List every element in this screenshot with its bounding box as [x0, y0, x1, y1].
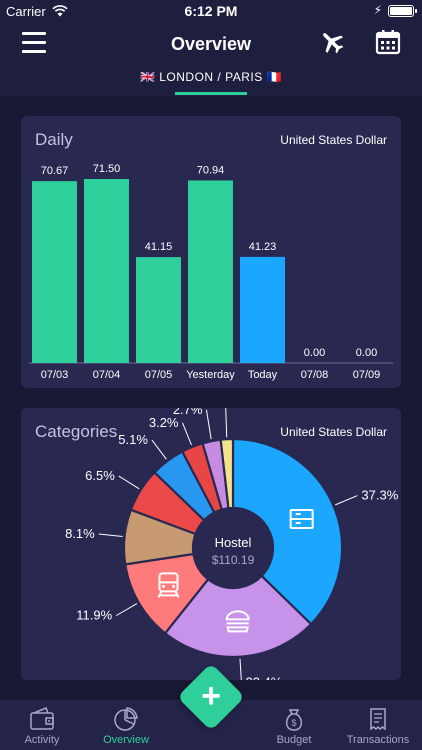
categories-donut-chart: Hostel $110.19 37.3% 23.4% 11.9% 8.1% 6.5% 5.…	[65, 408, 399, 680]
carrier-label: Carrier	[6, 4, 46, 19]
daily-category-label: 07/04	[93, 369, 121, 381]
daily-bar[interactable]	[32, 181, 77, 363]
money-bag-icon: $	[285, 709, 303, 731]
battery-icon	[388, 5, 417, 17]
slice-percent-label: 37.3%	[361, 488, 398, 503]
train-icon	[157, 572, 180, 598]
tab-overview[interactable]: Overview	[86, 702, 166, 750]
daily-bar[interactable]	[136, 257, 181, 363]
slice-leader-line	[335, 495, 358, 506]
daily-bar[interactable]	[240, 256, 285, 363]
tab-transactions-label: Transactions	[346, 734, 410, 746]
daily-bar-value: 70.94	[197, 164, 225, 176]
calendar-icon[interactable]	[374, 28, 402, 56]
category-slice[interactable]	[231, 437, 344, 626]
slice-leader-line	[115, 603, 138, 617]
slice-leader-line	[225, 408, 228, 438]
slice-leader-line	[182, 422, 192, 446]
status-time: 6:12 PM	[184, 3, 238, 19]
svg-text:$: $	[291, 718, 296, 728]
daily-bar-value: 0.00	[356, 347, 377, 359]
daily-category-label: Today	[248, 369, 278, 381]
daily-bar-value: 41.23	[249, 241, 277, 253]
tab-activity[interactable]: Activity	[2, 702, 82, 750]
nav-header: Overview 🇬🇧 LONDON / PARIS 🇫🇷	[0, 22, 422, 95]
slice-leader-line	[118, 475, 140, 490]
categories-title: Categories	[35, 422, 118, 441]
slice-leader-line	[151, 439, 167, 460]
menu-icon[interactable]	[22, 32, 46, 54]
daily-category-label: 07/09	[353, 369, 381, 381]
wallet-icon	[30, 707, 54, 730]
daily-category-label: Yesterday	[186, 369, 235, 381]
page-title: Overview	[170, 34, 252, 54]
daily-category-label: 07/08	[301, 369, 329, 381]
daily-title: Daily	[35, 130, 73, 149]
donut-center-value: $110.19	[212, 553, 255, 567]
donut-center-label: Hostel	[215, 535, 252, 550]
categories-card: Categories United States Dollar Hostel $…	[21, 408, 401, 680]
slice-leader-line	[205, 409, 212, 440]
daily-bar[interactable]	[84, 179, 129, 363]
plus-icon: +	[201, 677, 221, 715]
daily-category-label: 07/05	[145, 369, 173, 381]
daily-bar-value: 41.15	[145, 241, 173, 253]
burger-icon	[225, 610, 250, 633]
categories-currency[interactable]: United States Dollar	[280, 425, 387, 439]
daily-bar-chart: 70.67 07/03 71.50 07/04 41.15 07/05 70.94 Yeste…	[29, 163, 393, 381]
trip-selector-tab[interactable]: 🇬🇧 LONDON / PARIS 🇫🇷	[139, 70, 282, 84]
tab-budget[interactable]: $ Budget	[254, 702, 334, 750]
daily-bar[interactable]	[188, 180, 233, 363]
bed-icon	[289, 509, 314, 530]
slice-leader-line	[239, 658, 242, 680]
slice-leader-line	[98, 533, 123, 538]
slice-percent-label: 5.1%	[118, 432, 148, 447]
receipt-icon	[370, 708, 386, 731]
tab-transactions[interactable]: Transactions	[338, 702, 418, 750]
daily-bar-value: 0.00	[304, 347, 325, 359]
tab-overview-label: Overview	[103, 734, 149, 746]
tab-budget-label: Budget	[276, 734, 312, 746]
daily-bar-value: 71.50	[93, 163, 121, 175]
daily-currency[interactable]: United States Dollar	[280, 133, 387, 147]
slice-percent-label: 6.5%	[85, 468, 115, 483]
tab-activity-label: Activity	[24, 734, 60, 746]
airplane-icon[interactable]	[318, 28, 346, 56]
daily-category-label: 07/03	[41, 369, 69, 381]
slice-percent-label: 3.2%	[149, 415, 179, 430]
category-slice[interactable]	[163, 574, 313, 659]
slice-percent-label: 23.4%	[245, 675, 282, 680]
status-bar: Carrier 6:12 PM ⚡	[0, 0, 422, 22]
charging-icon: ⚡	[373, 3, 382, 17]
wifi-icon	[52, 4, 68, 20]
pie-chart-icon	[114, 707, 138, 731]
trip-tab-underline	[175, 92, 247, 95]
slice-percent-label: 11.9%	[76, 608, 112, 623]
category-slice[interactable]	[219, 437, 235, 510]
daily-card: Daily United States Dollar 70.67 07/03 71.…	[21, 116, 401, 388]
daily-bar-value: 70.67	[41, 165, 69, 177]
slice-percent-label: 8.1%	[65, 526, 95, 541]
slice-percent-label: 2.7%	[173, 408, 203, 417]
